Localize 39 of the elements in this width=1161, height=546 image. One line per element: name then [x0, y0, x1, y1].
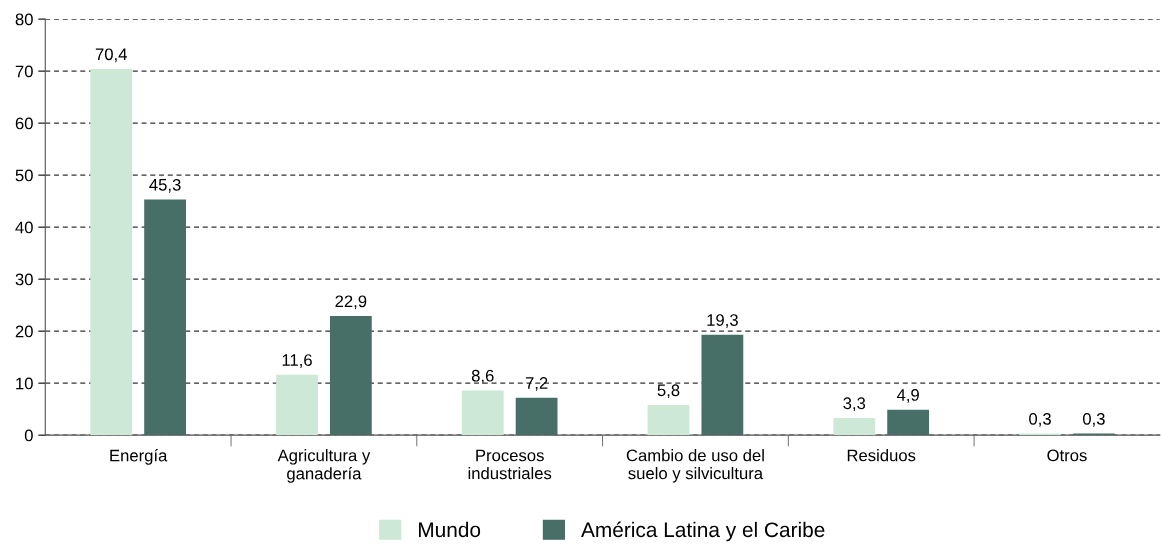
- bar: [329, 316, 372, 436]
- data-label: 4,9: [896, 389, 919, 403]
- bar: [701, 334, 744, 436]
- data-label: 0,3: [1082, 412, 1105, 427]
- x-tick-label: Energía: [110, 449, 168, 465]
- y-tick-label: 80: [15, 13, 33, 26]
- data-label: 5,8: [657, 384, 680, 399]
- data-label: 11,6: [282, 354, 312, 368]
- y-tick-label: 50: [15, 169, 33, 182]
- data-label: 45,3: [149, 178, 181, 193]
- bar: [276, 374, 318, 436]
- bar: [887, 409, 930, 436]
- legend-label: América Latina y el Caribe: [581, 521, 825, 542]
- y-tick-label: 40: [15, 221, 33, 234]
- data-label: 7,2: [525, 377, 548, 391]
- data-label: 70,4: [95, 48, 127, 63]
- data-label: 0,3: [1029, 412, 1051, 427]
- y-tick-label: 20: [15, 325, 33, 338]
- bar: [144, 199, 186, 436]
- bar: [90, 69, 133, 436]
- x-tick-label: Cambio de uso del suelo y silvicultura: [626, 449, 764, 483]
- x-tick-label: Agricultura y ganadería: [277, 449, 371, 483]
- x-tick-label: Residuos: [847, 449, 916, 462]
- legend-label: Mundo: [419, 521, 481, 538]
- y-tick-label: 30: [15, 273, 33, 286]
- bar: [833, 418, 876, 436]
- x-tick-label: Procesos industriales: [468, 449, 552, 480]
- bar: [647, 405, 690, 436]
- y-tick-label: 0: [24, 429, 33, 442]
- data-label: 3,3: [843, 397, 866, 412]
- x-tick-label: Otros: [1047, 449, 1087, 462]
- bar: [461, 390, 504, 436]
- data-label: 8,6: [471, 369, 494, 384]
- y-tick-label: 60: [15, 117, 33, 130]
- data-label: 22,9: [335, 295, 367, 310]
- bar: [515, 397, 558, 436]
- data-label: 19,3: [707, 314, 738, 328]
- y-tick-label: 10: [16, 377, 33, 390]
- y-tick-label: 70: [15, 65, 33, 78]
